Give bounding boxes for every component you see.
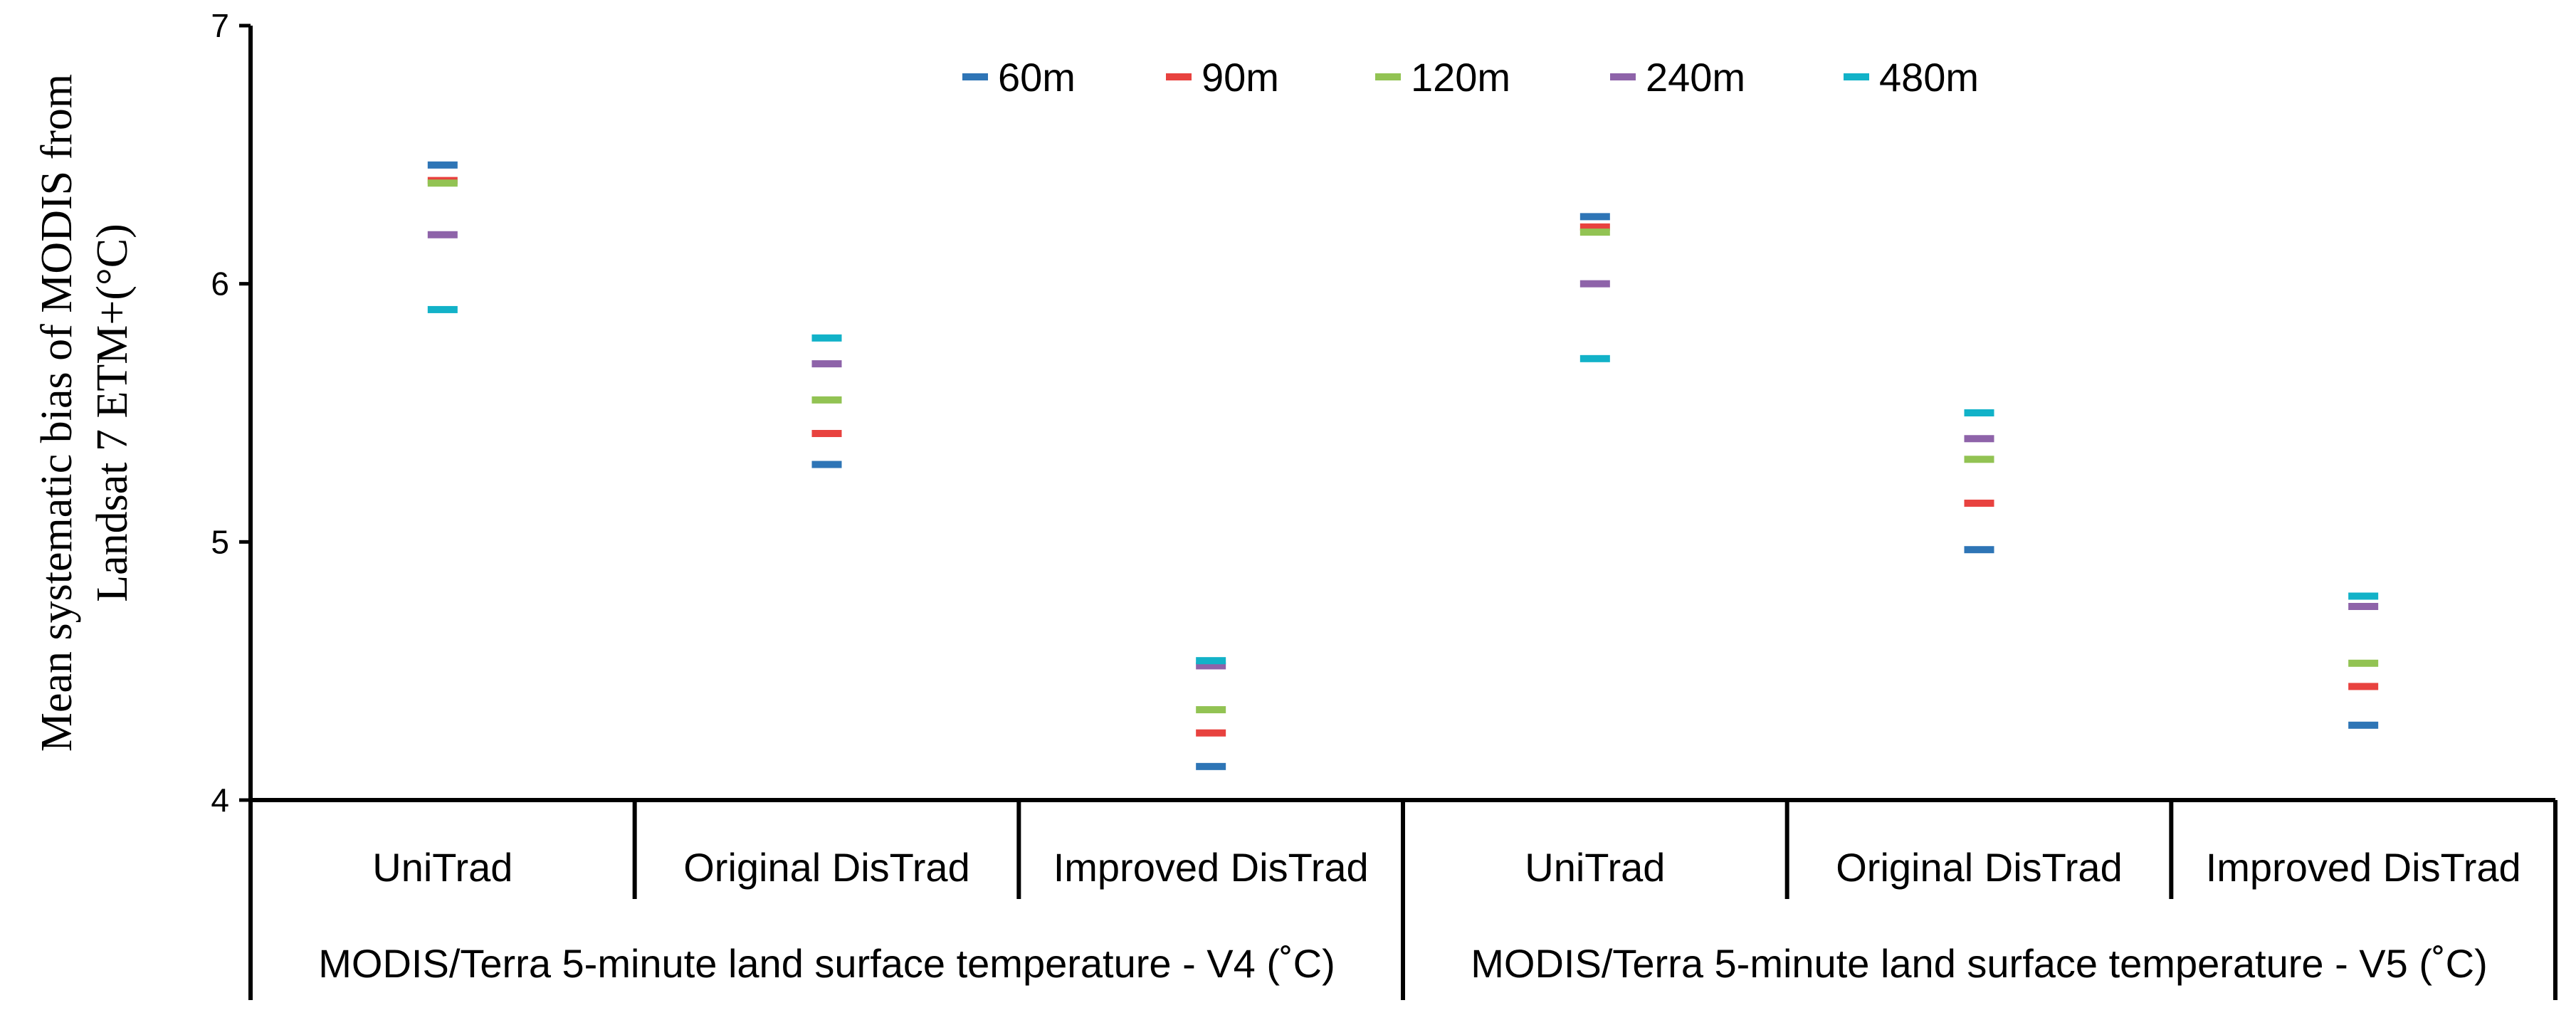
legend: 60m 90m 120m 240m 480m	[962, 55, 1979, 100]
legend-marker	[1610, 73, 1636, 80]
data-point-60m	[427, 161, 458, 169]
legend-label: 120m	[1411, 55, 1510, 100]
x-category-label: Original DisTrad	[1836, 845, 2122, 890]
y-ticks: 4 5 6 7	[211, 7, 251, 819]
data-point-120m	[1196, 706, 1226, 714]
data-point-90m	[2348, 683, 2379, 690]
y-axis-label: Mean systematic bias of MODIS from Landsa…	[33, 74, 137, 752]
x-category-label: UniTrad	[1525, 845, 1665, 890]
data-point-480m	[1196, 657, 1226, 665]
data-point-480m	[427, 305, 458, 313]
data-point-60m	[1964, 546, 1994, 554]
x-group-label: MODIS/Terra 5-minute land surface temper…	[1471, 941, 2487, 986]
legend-label: 90m	[1202, 55, 1279, 100]
data-point-240m	[1196, 662, 1226, 670]
data-point-480m	[1964, 409, 1994, 416]
x-category-label: Original DisTrad	[683, 845, 969, 890]
legend-marker	[1844, 73, 1869, 80]
y-axis-title-line: Mean systematic bias of MODIS from	[33, 74, 81, 752]
data-point-480m	[2348, 592, 2379, 600]
data-point-240m	[1964, 435, 1994, 443]
y-tick-label: 5	[211, 523, 229, 560]
data-point-60m	[1579, 213, 1610, 221]
data-point-240m	[811, 360, 842, 368]
data-point-90m	[811, 430, 842, 438]
data-point-60m	[2348, 721, 2379, 729]
y-axis-title-line: Landsat 7 ETM+(°C)	[88, 224, 137, 602]
legend-label: 60m	[998, 55, 1076, 100]
x-category-label: UniTrad	[372, 845, 512, 890]
y-tick-label: 7	[211, 7, 229, 44]
legend-marker	[1375, 73, 1401, 80]
data-point-240m	[427, 231, 458, 238]
data-point-120m	[1579, 228, 1610, 236]
data-marks	[427, 161, 2379, 770]
x-category-label: Improved DisTrad	[2206, 845, 2521, 890]
y-tick-label: 4	[211, 782, 229, 819]
data-point-60m	[811, 461, 842, 468]
data-point-480m	[811, 334, 842, 342]
data-point-90m	[1579, 223, 1610, 231]
legend-label: 480m	[1879, 55, 1979, 100]
data-point-90m	[1196, 729, 1226, 737]
data-point-120m	[1964, 456, 1994, 463]
data-point-90m	[1964, 499, 1994, 507]
data-point-120m	[2348, 659, 2379, 667]
x-category-label: Improved DisTrad	[1053, 845, 1369, 890]
x-group-label: MODIS/Terra 5-minute land surface temper…	[318, 941, 1335, 986]
y-axis-title: Mean systematic bias of MODIS from Landsa…	[33, 74, 137, 752]
data-point-240m	[1579, 280, 1610, 288]
data-point-60m	[1196, 762, 1226, 770]
data-point-120m	[427, 179, 458, 187]
data-point-240m	[2348, 603, 2379, 610]
y-tick-label: 6	[211, 266, 229, 303]
legend-marker	[1166, 73, 1192, 80]
data-point-480m	[1579, 354, 1610, 362]
legend-label: 240m	[1646, 55, 1745, 100]
data-point-120m	[811, 396, 842, 404]
legend-marker	[962, 73, 988, 80]
x-axis-category-table: UniTrad Original DisTrad Improved DisTrad U…	[318, 800, 2557, 1000]
